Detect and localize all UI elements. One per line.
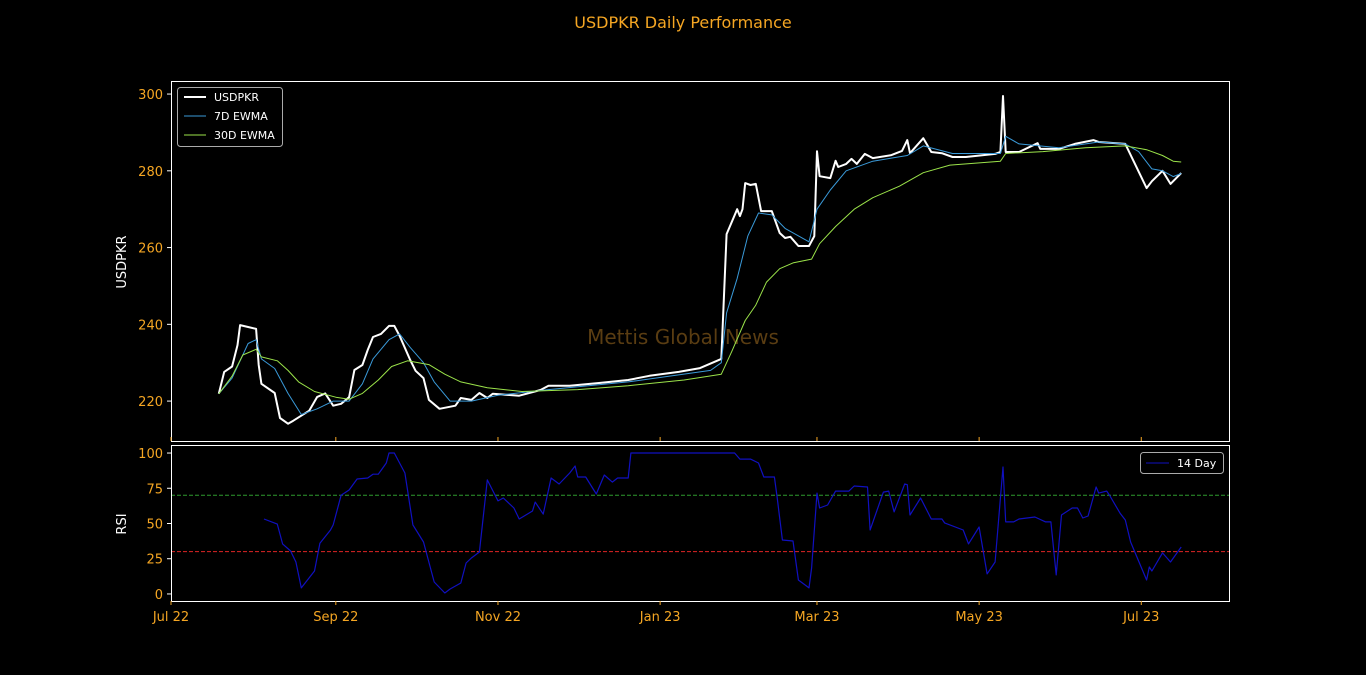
rsi-panel-frame [171, 445, 1230, 602]
price-ytick-label: 240 [138, 318, 163, 333]
legend-label-7d-ewma: 7D EWMA [214, 110, 268, 123]
price-ytick-label: 300 [138, 88, 163, 103]
price-panel: Mettis Global News 220 240 260 280 300 USDPK… [115, 81, 1230, 442]
price-ytick-label: 260 [138, 242, 163, 257]
series-line-7d-ewma [218, 135, 1182, 415]
legend-label-usdpkr: USDPKR [214, 91, 259, 104]
rsi-ytick-label: 25 [146, 553, 163, 568]
xtick-label: May 23 [955, 610, 1003, 625]
series-line-30d-ewma [218, 145, 1182, 400]
price-ytick-label: 280 [138, 165, 163, 180]
price-legend: USDPKR 7D EWMA 30D EWMA [177, 87, 283, 147]
rsi-ytick-label: 100 [138, 447, 163, 462]
legend-label-14-day: 14 Day [1177, 457, 1217, 470]
xtick-label: Jul 23 [1122, 610, 1159, 625]
rsi-y-label: RSI [115, 513, 130, 534]
xtick-label: Jan 23 [639, 610, 681, 625]
xtick-label: Jul 22 [152, 610, 189, 625]
rsi-ytick-label: 0 [155, 588, 163, 603]
rsi-ytick-label: 50 [146, 517, 163, 532]
legend-label-30d-ewma: 30D EWMA [214, 129, 275, 142]
xtick-label: Sep 22 [313, 610, 358, 625]
watermark: Mettis Global News [587, 325, 779, 349]
price-y-label: USDPKR [115, 235, 130, 288]
rsi-legend: 14 Day [1140, 452, 1224, 474]
chart-title: USDPKR Daily Performance [574, 13, 792, 32]
series-line-usdpkr [217, 95, 1182, 425]
series-line-14-day [263, 452, 1182, 594]
rsi-ytick-label: 75 [146, 482, 163, 497]
xtick-label: Nov 22 [475, 610, 521, 625]
price-ytick-label: 220 [138, 395, 163, 410]
price-panel-frame [171, 81, 1230, 442]
rsi-panel: 0 25 50 75 100 Jul 22 Sep 22 Nov 22 Jan 23 Mar 2… [115, 437, 1230, 625]
xtick-label: Mar 23 [794, 610, 839, 625]
